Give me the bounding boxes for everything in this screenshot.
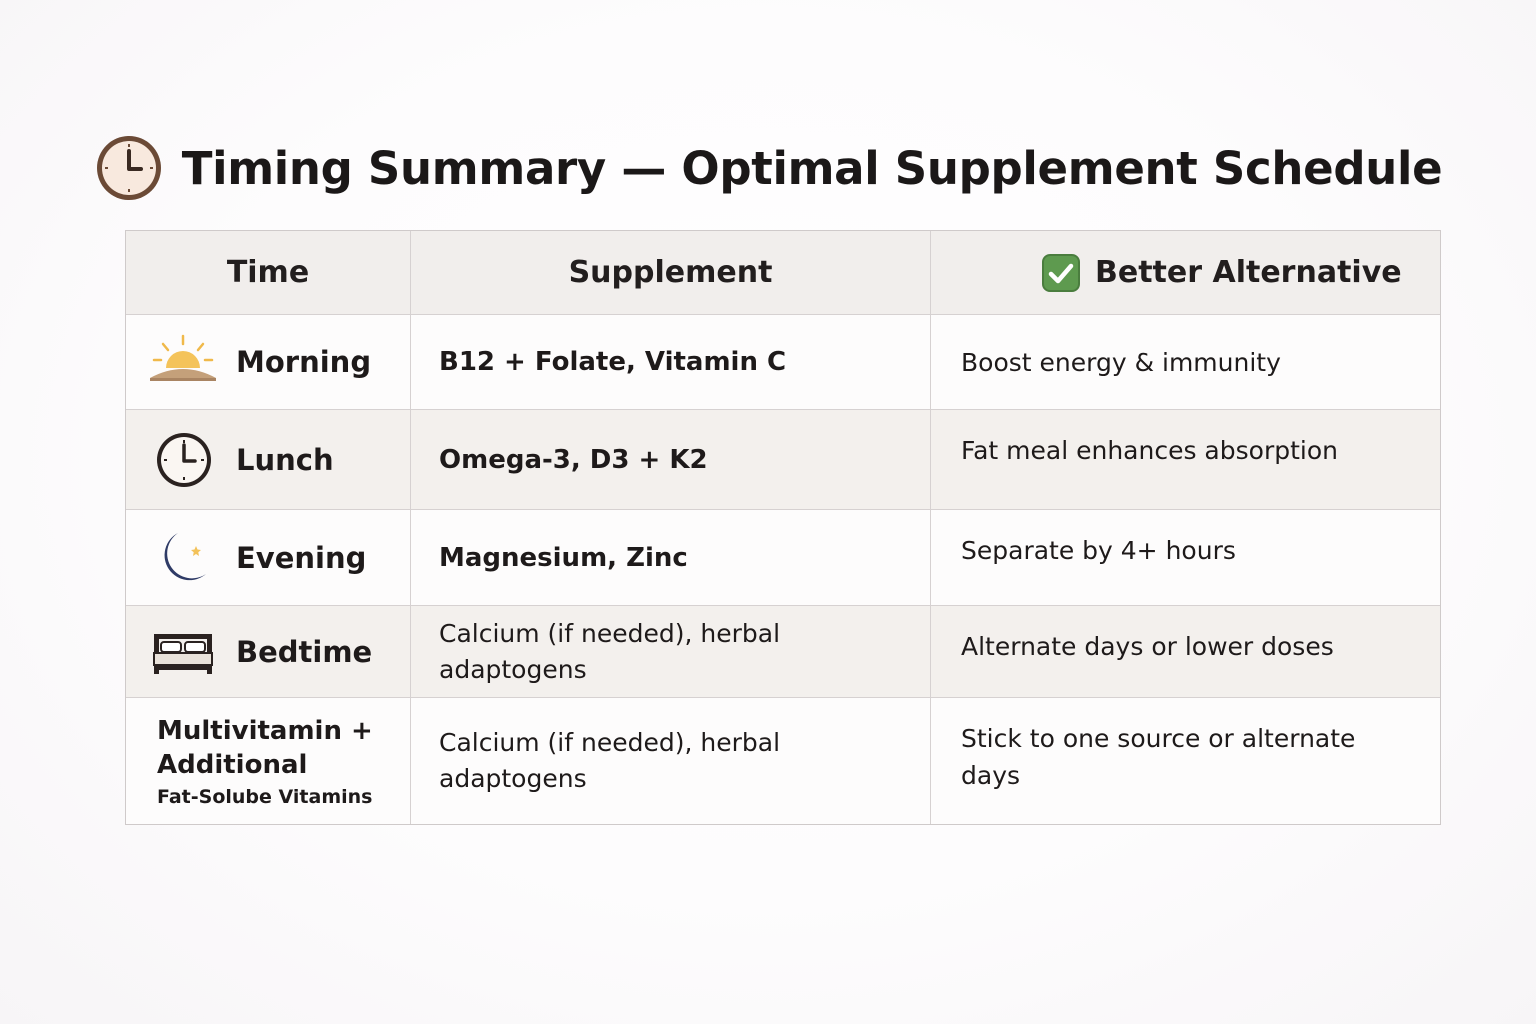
- table-row-multivitamin-alternative: Stick to one source or alternate days: [931, 698, 1440, 824]
- time-label-line1: Multivitamin +: [157, 716, 373, 746]
- table-row-morning-alternative: Boost energy & immunity: [931, 315, 1440, 410]
- time-sublabel: Fat-Solube Vitamins: [157, 786, 373, 808]
- time-label: Morning: [236, 345, 372, 379]
- alternative-text: Alternate days or lower doses: [961, 632, 1334, 661]
- bed-icon: [153, 633, 213, 674]
- table-row-multivitamin-time: Multivitamin + Additional Fat-Solube Vit…: [126, 698, 411, 824]
- alternative-text: Stick to one source or alternate days: [961, 724, 1356, 790]
- time-label: Evening: [236, 540, 367, 575]
- table-row-evening-supplement: Magnesium, Zinc: [411, 510, 931, 606]
- time-label: Bedtime: [236, 634, 373, 669]
- schedule-table: Time Supplement Better Alternative Morni…: [125, 230, 1441, 825]
- check-icon: [1042, 253, 1080, 292]
- title-row: Timing Summary — Optimal Supplement Sche…: [0, 132, 1536, 204]
- sunrise-icon: [150, 334, 216, 381]
- table-row-lunch-time: Lunch: [126, 410, 411, 510]
- table-row-morning-time: Morning: [126, 315, 411, 410]
- page-title: Timing Summary — Optimal Supplement Sche…: [181, 141, 1443, 195]
- table-row-bedtime-supplement: Calcium (if needed), herbal adaptogens: [411, 606, 931, 698]
- header-supplement-label: Supplement: [568, 255, 773, 290]
- table-row-evening-alternative: Separate by 4+ hours: [931, 510, 1440, 606]
- clock-icon: [157, 432, 211, 487]
- alternative-text: Fat meal enhances absorption: [961, 436, 1338, 465]
- table-row-bedtime-time: Bedtime: [126, 606, 411, 698]
- table-row-morning-supplement: B12 + Folate, Vitamin C: [411, 315, 931, 410]
- supplement-text: B12 + Folate, Vitamin C: [439, 347, 787, 377]
- table-row-bedtime-alternative: Alternate days or lower doses: [931, 606, 1440, 698]
- time-label-line2: Additional: [157, 750, 308, 780]
- header-supplement: Supplement: [411, 231, 931, 315]
- supplement-text: Calcium (if needed), herbal adaptogens: [439, 728, 781, 793]
- time-label: Lunch: [236, 442, 334, 477]
- alternative-text: Boost energy & immunity: [961, 347, 1281, 377]
- moon-icon: [164, 532, 206, 580]
- clock-icon: [96, 136, 161, 200]
- table-row-lunch-alternative: Fat meal enhances absorption: [931, 410, 1440, 510]
- header-time: Time: [126, 231, 411, 315]
- supplement-text: Magnesium, Zinc: [439, 542, 688, 573]
- table-row-lunch-supplement: Omega-3, D3 + K2: [411, 410, 931, 510]
- header-alternative: Better Alternative: [931, 231, 1440, 315]
- alternative-text: Separate by 4+ hours: [961, 536, 1236, 565]
- table-row-multivitamin-supplement: Calcium (if needed), herbal adaptogens: [411, 698, 931, 824]
- table-row-evening-time: Evening: [126, 510, 411, 606]
- header-time-label: Time: [226, 255, 310, 290]
- header-alternative-label: Better Alternative: [1095, 255, 1402, 290]
- supplement-text: Omega-3, D3 + K2: [439, 444, 708, 475]
- supplement-text: Calcium (if needed), herbal adaptogens: [439, 618, 781, 684]
